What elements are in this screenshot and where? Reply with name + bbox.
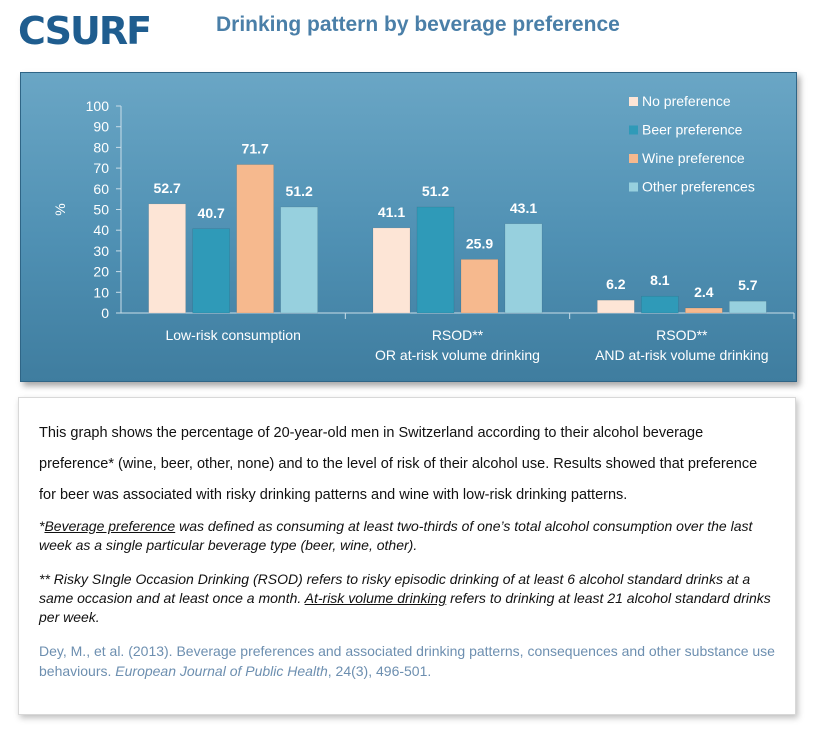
y-tick-label: 80 [93, 139, 109, 155]
description-panel: This graph shows the percentage of 20-ye… [18, 397, 796, 715]
y-tick-label: 50 [93, 202, 109, 218]
y-tick-label: 70 [93, 160, 109, 176]
y-tick-label: 60 [93, 181, 109, 197]
data-label: 51.2 [286, 183, 313, 199]
csurf-logo: CSURF [18, 8, 168, 53]
bar [685, 307, 723, 314]
bar [192, 228, 230, 314]
x-tick-label: RSOD** [656, 327, 708, 343]
bar [416, 206, 455, 314]
legend-swatch [629, 154, 638, 163]
data-label: 41.1 [378, 204, 405, 220]
bar [460, 259, 499, 314]
legend-label: Wine preference [642, 150, 745, 166]
footnote-term: At-risk volume drinking [304, 590, 447, 606]
data-label: 8.1 [650, 272, 670, 288]
footnote-rsod: ** Risky SIngle Occasion Drinking (RSOD)… [39, 570, 779, 627]
footnote-beverage-preference: *Beverage preference was defined as cons… [39, 517, 779, 555]
citation-details: , 24(3), 496-501. [327, 663, 432, 679]
bar [504, 223, 543, 314]
bar [372, 227, 411, 314]
y-tick-label: 30 [93, 243, 109, 259]
data-label: 6.2 [606, 276, 626, 292]
y-tick-label: 40 [93, 222, 109, 238]
footnote-body: was defined as consuming at least two-th… [39, 518, 753, 553]
footnote-body: refers to drinking at least 21 alcohol s… [39, 590, 771, 625]
footnote-marker: * [39, 518, 45, 534]
y-tick-label: 20 [93, 264, 109, 280]
data-label: 43.1 [510, 200, 537, 216]
legend-label: Beer preference [642, 122, 743, 138]
legend-label: No preference [642, 93, 731, 109]
y-tick-label: 100 [86, 98, 110, 114]
bar-chart-panel: 0 10 20 30 40 50 60 70 80 90 100% 52.7 40.7 71.7 51.2 L… [20, 72, 797, 382]
citation-journal: European Journal of Public Health [115, 663, 328, 679]
x-tick-label: Low-risk consumption [165, 327, 300, 343]
legend-label: Other preferences [642, 179, 755, 195]
page-title: Drinking pattern by beverage preference [216, 13, 620, 36]
x-tick-label: OR at-risk volume drinking [375, 347, 540, 363]
logo-text: CSURF [18, 9, 150, 50]
data-label: 40.7 [198, 205, 225, 221]
y-tick-label: 10 [93, 284, 109, 300]
bar [280, 206, 318, 314]
y-axis-label: % [52, 203, 68, 215]
y-tick-label: 90 [93, 119, 109, 135]
footnote-body: ** Risky SIngle Occasion Drinking (RSOD)… [39, 571, 751, 606]
data-label: 51.2 [422, 183, 449, 199]
bar-chart: 0 10 20 30 40 50 60 70 80 90 100% 52.7 40.7 71.7 51.2 L… [52, 93, 795, 363]
x-tick-label: AND at-risk volume drinking [595, 347, 769, 363]
description-text: This graph shows the percentage of 20-ye… [39, 425, 758, 503]
legend-swatch [629, 182, 638, 192]
data-label: 71.7 [242, 141, 269, 157]
x-tick-label: RSOD** [432, 327, 484, 343]
citation-authors: Dey, M., et al. (2013). Beverage prefere… [39, 643, 775, 679]
bar [729, 300, 767, 314]
legend-swatch [629, 125, 638, 135]
bar [641, 295, 679, 314]
data-label: 52.7 [154, 180, 181, 196]
bar [148, 203, 186, 314]
data-label: 5.7 [738, 277, 758, 293]
legend-swatch [629, 97, 638, 106]
data-label: 25.9 [466, 235, 493, 251]
data-label: 2.4 [694, 284, 714, 300]
footnote-term: Beverage preference [44, 518, 176, 534]
bar [597, 299, 635, 314]
citation: Dey, M., et al. (2013). Beverage prefere… [39, 641, 779, 681]
y-tick-label: 0 [101, 305, 109, 321]
bar [236, 164, 274, 314]
